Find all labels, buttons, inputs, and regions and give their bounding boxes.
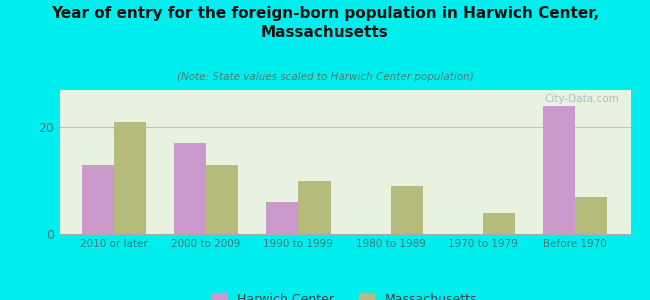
Text: City-Data.com: City-Data.com xyxy=(544,94,619,104)
Text: (Note: State values scaled to Harwich Center population): (Note: State values scaled to Harwich Ce… xyxy=(177,72,473,82)
Legend: Harwich Center, Massachusetts: Harwich Center, Massachusetts xyxy=(207,288,482,300)
Text: Year of entry for the foreign-born population in Harwich Center,
Massachusetts: Year of entry for the foreign-born popul… xyxy=(51,6,599,40)
Bar xyxy=(266,202,298,234)
Bar xyxy=(483,213,515,234)
Bar xyxy=(543,106,575,234)
Bar xyxy=(114,122,146,234)
Bar xyxy=(81,165,114,234)
Bar xyxy=(206,165,239,234)
Bar xyxy=(575,197,608,234)
Bar xyxy=(174,143,206,234)
Bar xyxy=(391,186,423,234)
Bar xyxy=(298,181,331,234)
